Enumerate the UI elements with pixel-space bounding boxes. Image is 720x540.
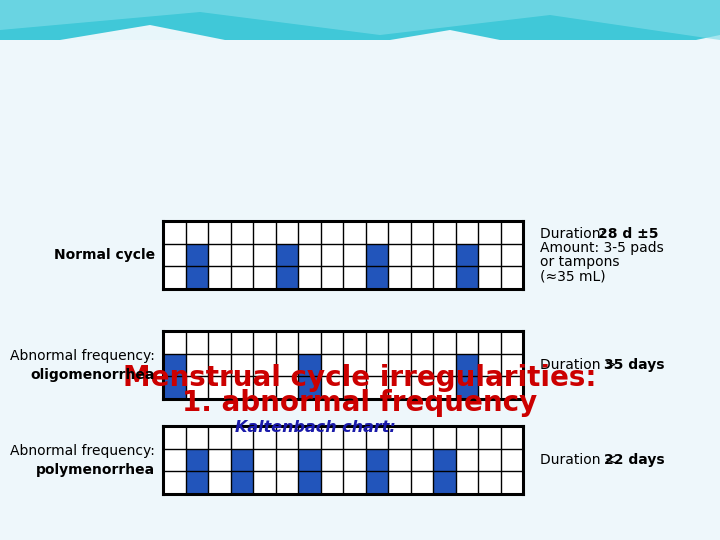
Bar bbox=[186, 449, 208, 471]
Bar bbox=[163, 376, 186, 399]
Bar bbox=[276, 244, 298, 266]
Bar bbox=[163, 354, 186, 376]
Text: Amount: 3-5 pads: Amount: 3-5 pads bbox=[540, 241, 664, 255]
Bar bbox=[298, 354, 320, 376]
Text: polymenorrhea: polymenorrhea bbox=[36, 463, 155, 477]
Bar bbox=[366, 471, 388, 494]
Text: Abnormal frequency:: Abnormal frequency: bbox=[10, 444, 155, 458]
Bar bbox=[186, 266, 208, 289]
Bar bbox=[186, 244, 208, 266]
Bar bbox=[433, 471, 456, 494]
Bar bbox=[456, 266, 478, 289]
Bar bbox=[366, 266, 388, 289]
Bar bbox=[186, 471, 208, 494]
Text: Menstrual cycle irregularities:: Menstrual cycle irregularities: bbox=[123, 364, 597, 392]
Bar bbox=[366, 449, 388, 471]
Text: Abnormal frequency:: Abnormal frequency: bbox=[10, 349, 155, 363]
Bar bbox=[298, 471, 320, 494]
Text: Duration >: Duration > bbox=[540, 358, 621, 372]
Bar bbox=[456, 376, 478, 399]
Text: Kaltenbach chart:: Kaltenbach chart: bbox=[235, 421, 395, 435]
Bar bbox=[163, 221, 523, 289]
Text: 35 days: 35 days bbox=[604, 358, 665, 372]
Text: Duration <: Duration < bbox=[540, 453, 621, 467]
Text: 1. abnormal frequency: 1. abnormal frequency bbox=[182, 389, 538, 417]
Bar bbox=[456, 354, 478, 376]
Bar bbox=[433, 449, 456, 471]
Text: (≈35 mL): (≈35 mL) bbox=[540, 269, 606, 283]
Text: 22 days: 22 days bbox=[604, 453, 665, 467]
Bar bbox=[230, 471, 253, 494]
Text: Duration:: Duration: bbox=[540, 227, 610, 241]
Bar bbox=[276, 266, 298, 289]
Bar bbox=[163, 331, 523, 399]
Polygon shape bbox=[0, 0, 720, 40]
Bar bbox=[298, 449, 320, 471]
Text: 28 d ±5: 28 d ±5 bbox=[598, 227, 659, 241]
Bar bbox=[456, 244, 478, 266]
Text: or tampons: or tampons bbox=[540, 255, 619, 269]
Bar bbox=[163, 426, 523, 494]
Bar bbox=[230, 449, 253, 471]
Bar bbox=[298, 376, 320, 399]
Text: Normal cycle: Normal cycle bbox=[54, 248, 155, 262]
Text: oligomenorrhea: oligomenorrhea bbox=[31, 368, 155, 382]
Bar bbox=[366, 244, 388, 266]
Polygon shape bbox=[0, 0, 720, 60]
